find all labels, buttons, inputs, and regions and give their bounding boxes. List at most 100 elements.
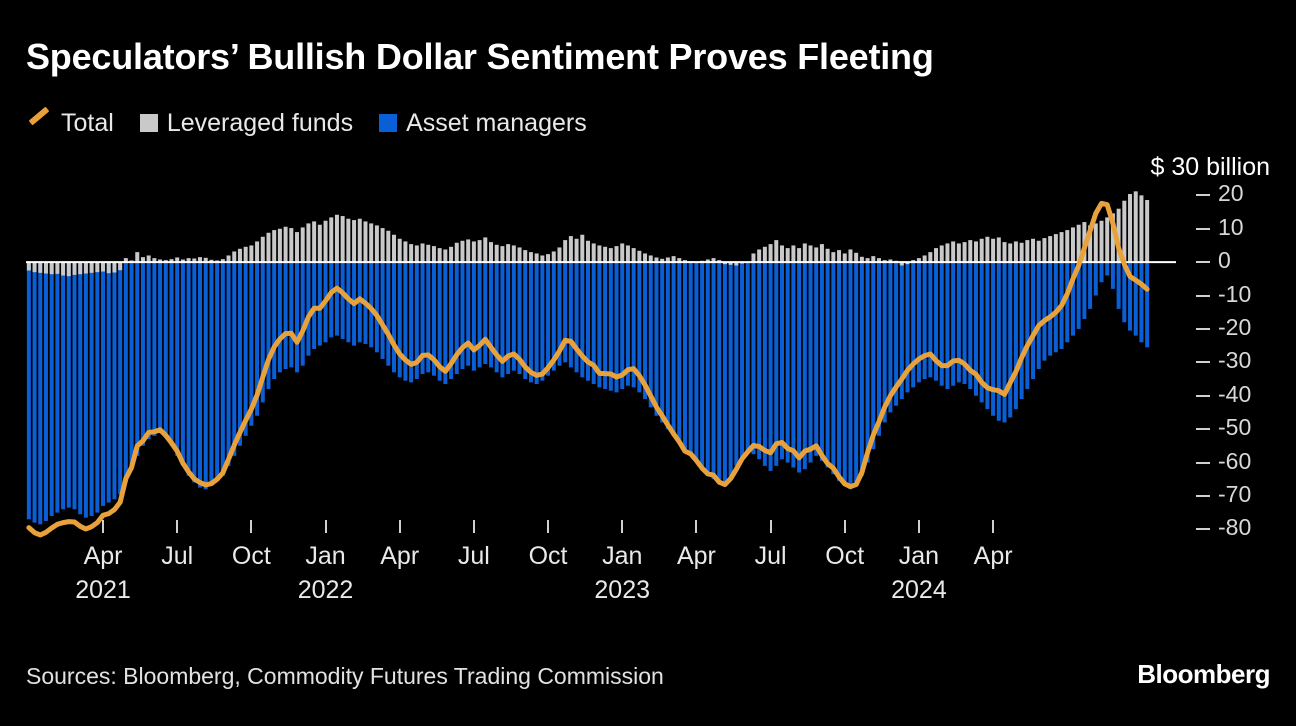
bar-asset-managers [854,262,859,486]
x-year-label: 2022 [297,576,354,604]
bar-asset-managers [152,262,157,436]
square-swatch-icon [139,114,158,132]
bar-leveraged-funds [43,262,48,274]
bar-asset-managers [888,262,893,413]
bar-leveraged-funds [357,218,362,263]
legend-item-leveraged-funds[interactable]: Leveraged funds [139,109,353,138]
bar-leveraged-funds [317,224,322,263]
bar-asset-managers [728,262,733,476]
bar-leveraged-funds [334,214,339,263]
x-tick-label: Apr [973,542,1013,570]
x-tick-mark [695,520,698,533]
bar-leveraged-funds [409,244,414,263]
x-tick-label: Jul [457,542,490,570]
bar-leveraged-funds [939,245,944,263]
chart-footer: Sources: Bloomberg, Commodity Futures Tr… [0,655,1296,705]
bar-leveraged-funds [420,243,425,263]
bar-leveraged-funds [243,246,248,263]
bar-asset-managers [101,262,106,506]
bar-leveraged-funds [106,262,111,274]
bar-asset-managers [1065,262,1070,343]
bloomberg-logo: Bloomberg [1137,659,1270,689]
bar-asset-managers [277,262,282,373]
bar-leveraged-funds [180,259,185,263]
bar-asset-managers [1122,262,1127,323]
bar-asset-managers [260,262,265,403]
bar-leveraged-funds [928,252,933,263]
bar-leveraged-funds [1139,195,1144,263]
bar-leveraged-funds [209,259,214,263]
bar-leveraged-funds [369,223,374,263]
bar-leveraged-funds [454,242,459,263]
bar-leveraged-funds [985,236,990,263]
x-tick-label: Jul [754,542,787,570]
y-tick-mark [1196,227,1210,230]
y-tick-mark [1196,461,1210,464]
bar-leveraged-funds [717,260,722,263]
bar-asset-managers [203,262,208,490]
bar-leveraged-funds [477,240,482,263]
bar-asset-managers [471,262,476,371]
x-tick-mark [917,520,920,533]
bar-asset-managers [180,262,185,466]
bar-asset-managers [32,262,37,523]
bar-leveraged-funds [386,230,391,263]
bar-leveraged-funds [568,236,573,263]
bar-asset-managers [922,262,927,380]
bar-leveraged-funds [72,262,77,275]
y-tick-mark [1196,327,1210,330]
bar-asset-managers [1031,262,1036,380]
bar-asset-managers [956,262,961,383]
bar-leveraged-funds [255,241,260,263]
bar-leveraged-funds [175,257,180,263]
bar-leveraged-funds [802,243,807,263]
bar-asset-managers [1105,262,1110,276]
bar-leveraged-funds [506,244,511,263]
square-swatch-icon [379,114,398,132]
bar-leveraged-funds [683,260,687,263]
bar-leveraged-funds [557,247,562,263]
bar-leveraged-funds [911,260,916,263]
bar-asset-managers [859,262,864,476]
bar-leveraged-funds [1099,220,1104,263]
bar-asset-managers [637,262,642,393]
bar-asset-managers [511,262,516,371]
bar-leveraged-funds [163,260,168,263]
bar-leveraged-funds [751,253,756,263]
bar-asset-managers [334,262,339,336]
bar-leveraged-funds [1128,194,1133,263]
bar-leveraged-funds [991,238,996,263]
bar-leveraged-funds [300,227,305,263]
bar-asset-managers [1053,262,1058,353]
bar-leveraged-funds [523,250,528,263]
bar-leveraged-funds [443,249,448,263]
bar-leveraged-funds [449,246,454,263]
bar-asset-managers [979,262,984,403]
bar-asset-managers [283,262,288,370]
bar-leveraged-funds [340,216,345,263]
bar-asset-managers [882,262,887,423]
legend-item-total[interactable]: Total [26,109,114,138]
x-tick-mark [250,520,253,533]
bar-asset-managers [911,262,916,388]
bar-asset-managers [89,262,94,516]
x-tick-mark [547,520,550,533]
bar-asset-managers [140,262,145,446]
bar-leveraged-funds [1059,232,1064,263]
bar-leveraged-funds [83,262,88,274]
bar-asset-managers [762,262,767,466]
bar-leveraged-funds [979,238,984,263]
bar-asset-managers [38,262,43,525]
legend-item-asset-managers[interactable]: Asset managers [379,109,587,138]
bar-asset-managers [55,262,60,513]
bar-leveraged-funds [220,259,225,263]
bar-asset-managers [591,262,596,385]
bar-asset-managers [1099,262,1104,283]
bar-asset-managers [876,262,881,436]
bar-leveraged-funds [198,257,203,263]
bar-leveraged-funds [779,245,784,263]
bar-leveraged-funds [89,262,94,273]
bar-asset-managers [934,262,939,381]
x-tick-label: Oct [231,542,271,570]
bar-asset-managers [300,262,305,366]
